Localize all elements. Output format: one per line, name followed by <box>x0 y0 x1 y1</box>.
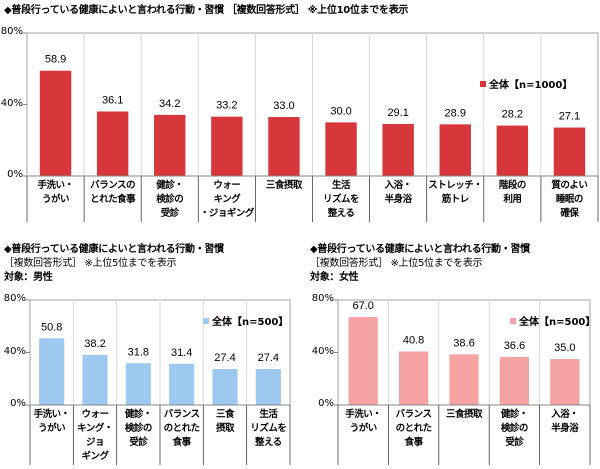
y-tick-label: 40% <box>3 345 26 357</box>
data-label: 38.6 <box>453 337 474 349</box>
data-label: 33.2 <box>216 100 237 112</box>
category-label: 手洗い・ うがい <box>345 409 382 434</box>
chart3-subtitle: ［複数回答形式］ ※上位5位までを表示 <box>310 258 483 269</box>
data-label: 35.0 <box>554 342 575 354</box>
bar <box>325 122 357 176</box>
bar <box>268 117 300 176</box>
category-label: 生活 リズムを 整える <box>250 409 287 448</box>
y-tick-label: 40% <box>0 97 23 109</box>
bar <box>550 359 580 405</box>
bar <box>82 354 108 405</box>
data-label: 28.9 <box>445 107 466 119</box>
legend-swatch <box>510 317 516 324</box>
data-label: 34.2 <box>159 98 180 110</box>
data-label: 36.1 <box>102 94 123 106</box>
category-label: 手洗い・ うがい <box>33 409 71 434</box>
category-label: バランス のとれた 食事 <box>163 409 201 448</box>
category-label: ストレッチ・ 筋トレ <box>428 180 483 205</box>
data-label: 27.4 <box>214 352 235 364</box>
category-label: 健診・ 検診の 受診 <box>156 180 184 219</box>
y-tick-label: 80% <box>0 26 23 37</box>
bar <box>398 351 429 405</box>
data-label: 27.1 <box>559 111 580 123</box>
chart2-subtitle: ［複数回答形式］ ※上位5位までを表示 <box>4 258 177 269</box>
category-label: 質のよい 睡眠の 確保 <box>551 180 588 219</box>
bar <box>125 363 151 405</box>
bar <box>439 124 471 176</box>
data-label: 38.2 <box>84 338 105 350</box>
bar <box>255 369 281 405</box>
legend: 全体【n=500】 <box>510 313 595 328</box>
y-tick-label: 80% <box>311 293 334 304</box>
bar <box>553 127 586 176</box>
category-label: 三食摂取 <box>445 409 483 420</box>
category-label: バランス のとれた 食事 <box>395 409 433 448</box>
category-label: バランスの とれた食事 <box>90 180 136 205</box>
data-label: 30.0 <box>330 105 351 117</box>
category-label: 健診・ 検診の 受診 <box>500 409 529 448</box>
data-label: 27.4 <box>258 352 279 364</box>
bar <box>212 369 238 405</box>
legend-label: 全体【n=1000】 <box>489 80 573 91</box>
data-label: 28.2 <box>502 109 523 121</box>
bar <box>499 356 530 405</box>
chart1-title: ◆普段行っている健康によいと言われる行動・習慣 ［複数回答形式］ ※上位10位ま… <box>4 5 409 16</box>
category-label: 三食摂取 <box>265 180 303 191</box>
y-tick-label: 40% <box>311 345 334 357</box>
legend-swatch <box>203 317 209 324</box>
bar <box>169 363 195 405</box>
data-label: 33.0 <box>273 100 294 112</box>
data-label: 50.8 <box>41 321 62 333</box>
category-label: ウォー キング ・ジョギング <box>199 180 255 219</box>
bar <box>496 125 529 176</box>
bar <box>39 70 72 176</box>
category-label: 入浴・ 半身浴 <box>551 409 579 434</box>
legend: 全体【n=1000】 <box>480 76 572 91</box>
chart3-title: ◆普段行っている健康によいと言われる行動・習慣 <box>310 244 530 255</box>
category-label: 三食 摂取 <box>215 409 235 434</box>
legend-swatch <box>480 80 486 87</box>
bar <box>348 317 378 405</box>
category-label: 健診・ 検診の 受診 <box>124 409 153 448</box>
y-tick-label: 0% <box>318 398 334 409</box>
data-label: 58.9 <box>45 54 66 66</box>
bar <box>382 123 414 176</box>
category-label: 生活 リズムを 整える <box>323 180 360 219</box>
data-label: 40.8 <box>403 334 424 346</box>
bar <box>449 354 479 405</box>
data-label: 67.0 <box>352 300 373 312</box>
bar <box>154 114 186 176</box>
bar <box>211 116 243 176</box>
category-label: 入浴・ 半身浴 <box>384 180 413 205</box>
legend-label: 全体【n=500】 <box>519 317 596 328</box>
category-label: ウォー キング・ ジョ ギング <box>77 409 113 462</box>
category-label: 手洗い・ うがい <box>37 180 75 205</box>
data-label: 36.6 <box>504 340 525 352</box>
y-tick-label: 80% <box>3 293 26 304</box>
bar <box>39 338 65 405</box>
y-tick-label: 0% <box>10 398 26 409</box>
category-label: 階段の 利用 <box>498 180 527 205</box>
chart2-title: ◆普段行っている健康によいと言われる行動・習慣 <box>4 244 224 255</box>
chart3-target: 対象：女性 <box>310 272 359 283</box>
y-tick-label: 0% <box>7 169 23 180</box>
chart2-target: 対象：男性 <box>4 272 53 283</box>
data-label: 31.8 <box>128 346 149 358</box>
bar <box>96 111 129 176</box>
legend: 全体【n=500】 <box>203 313 288 328</box>
data-label: 31.4 <box>171 347 192 359</box>
data-label: 29.1 <box>387 107 408 119</box>
legend-label: 全体【n=500】 <box>212 317 289 328</box>
